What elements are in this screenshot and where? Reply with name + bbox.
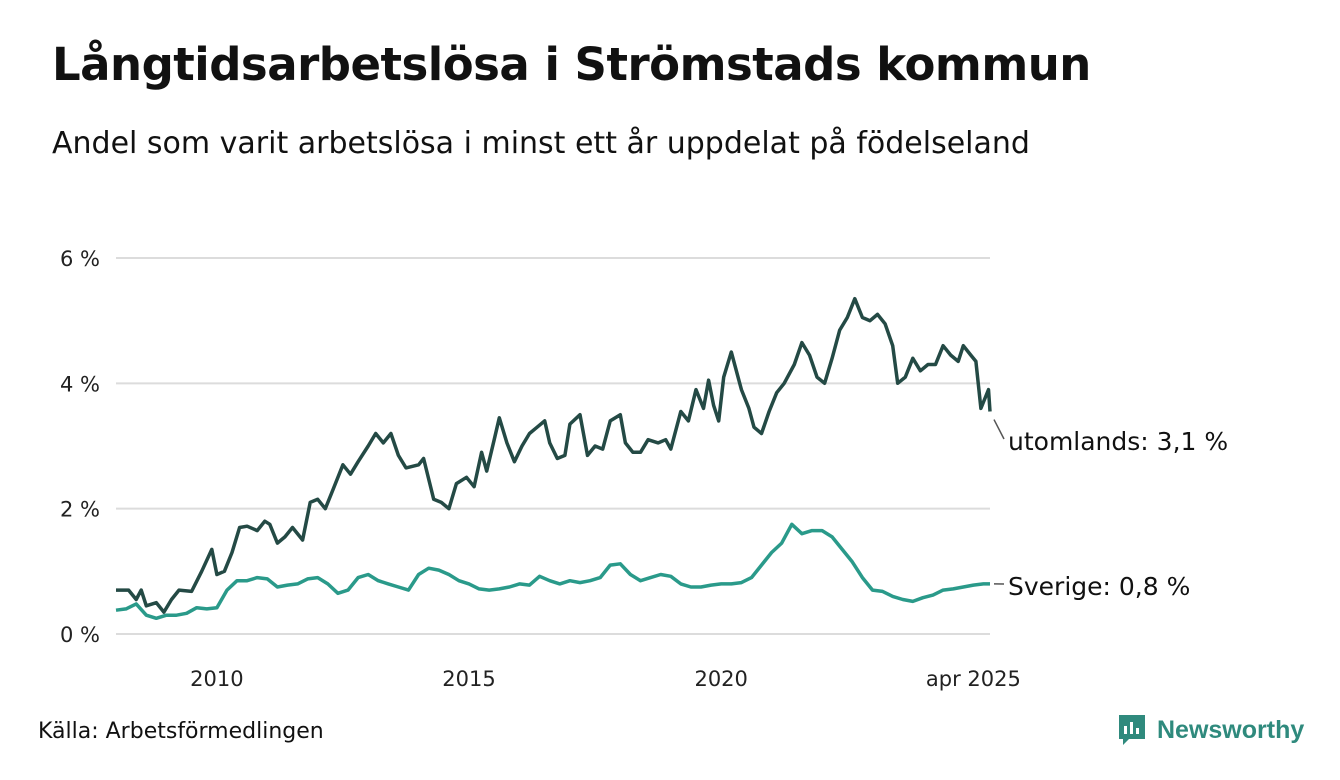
series-line-sverige xyxy=(115,522,990,621)
x-tick-label: 2010 xyxy=(190,667,243,691)
y-tick-label: 4 % xyxy=(60,372,100,396)
series-line-utomlands xyxy=(116,296,992,614)
y-tick-label: 2 % xyxy=(60,498,100,522)
x-tick-label: 2020 xyxy=(694,667,747,691)
series-end-label: utomlands: 3,1 % xyxy=(1008,427,1228,456)
x-tick-label: 2015 xyxy=(442,667,495,691)
newsworthy-logo-icon xyxy=(1119,715,1145,745)
source-note: Källa: Arbetsförmedlingen xyxy=(38,719,324,744)
chart-title: Långtidsarbetslösa i Strömstads kommun xyxy=(52,38,1091,91)
label-leader xyxy=(993,419,1005,440)
x-tick-label: apr 2025 xyxy=(926,667,1021,691)
y-tick-label: 6 % xyxy=(60,247,100,271)
series-end-label: Sverige: 0,8 % xyxy=(1008,572,1190,601)
y-tick-label: 0 % xyxy=(60,623,100,647)
brand-logo: Newsworthy xyxy=(1117,713,1304,747)
chart-subtitle: Andel som varit arbetslösa i minst ett å… xyxy=(52,126,1030,161)
brand-name: Newsworthy xyxy=(1157,715,1305,744)
